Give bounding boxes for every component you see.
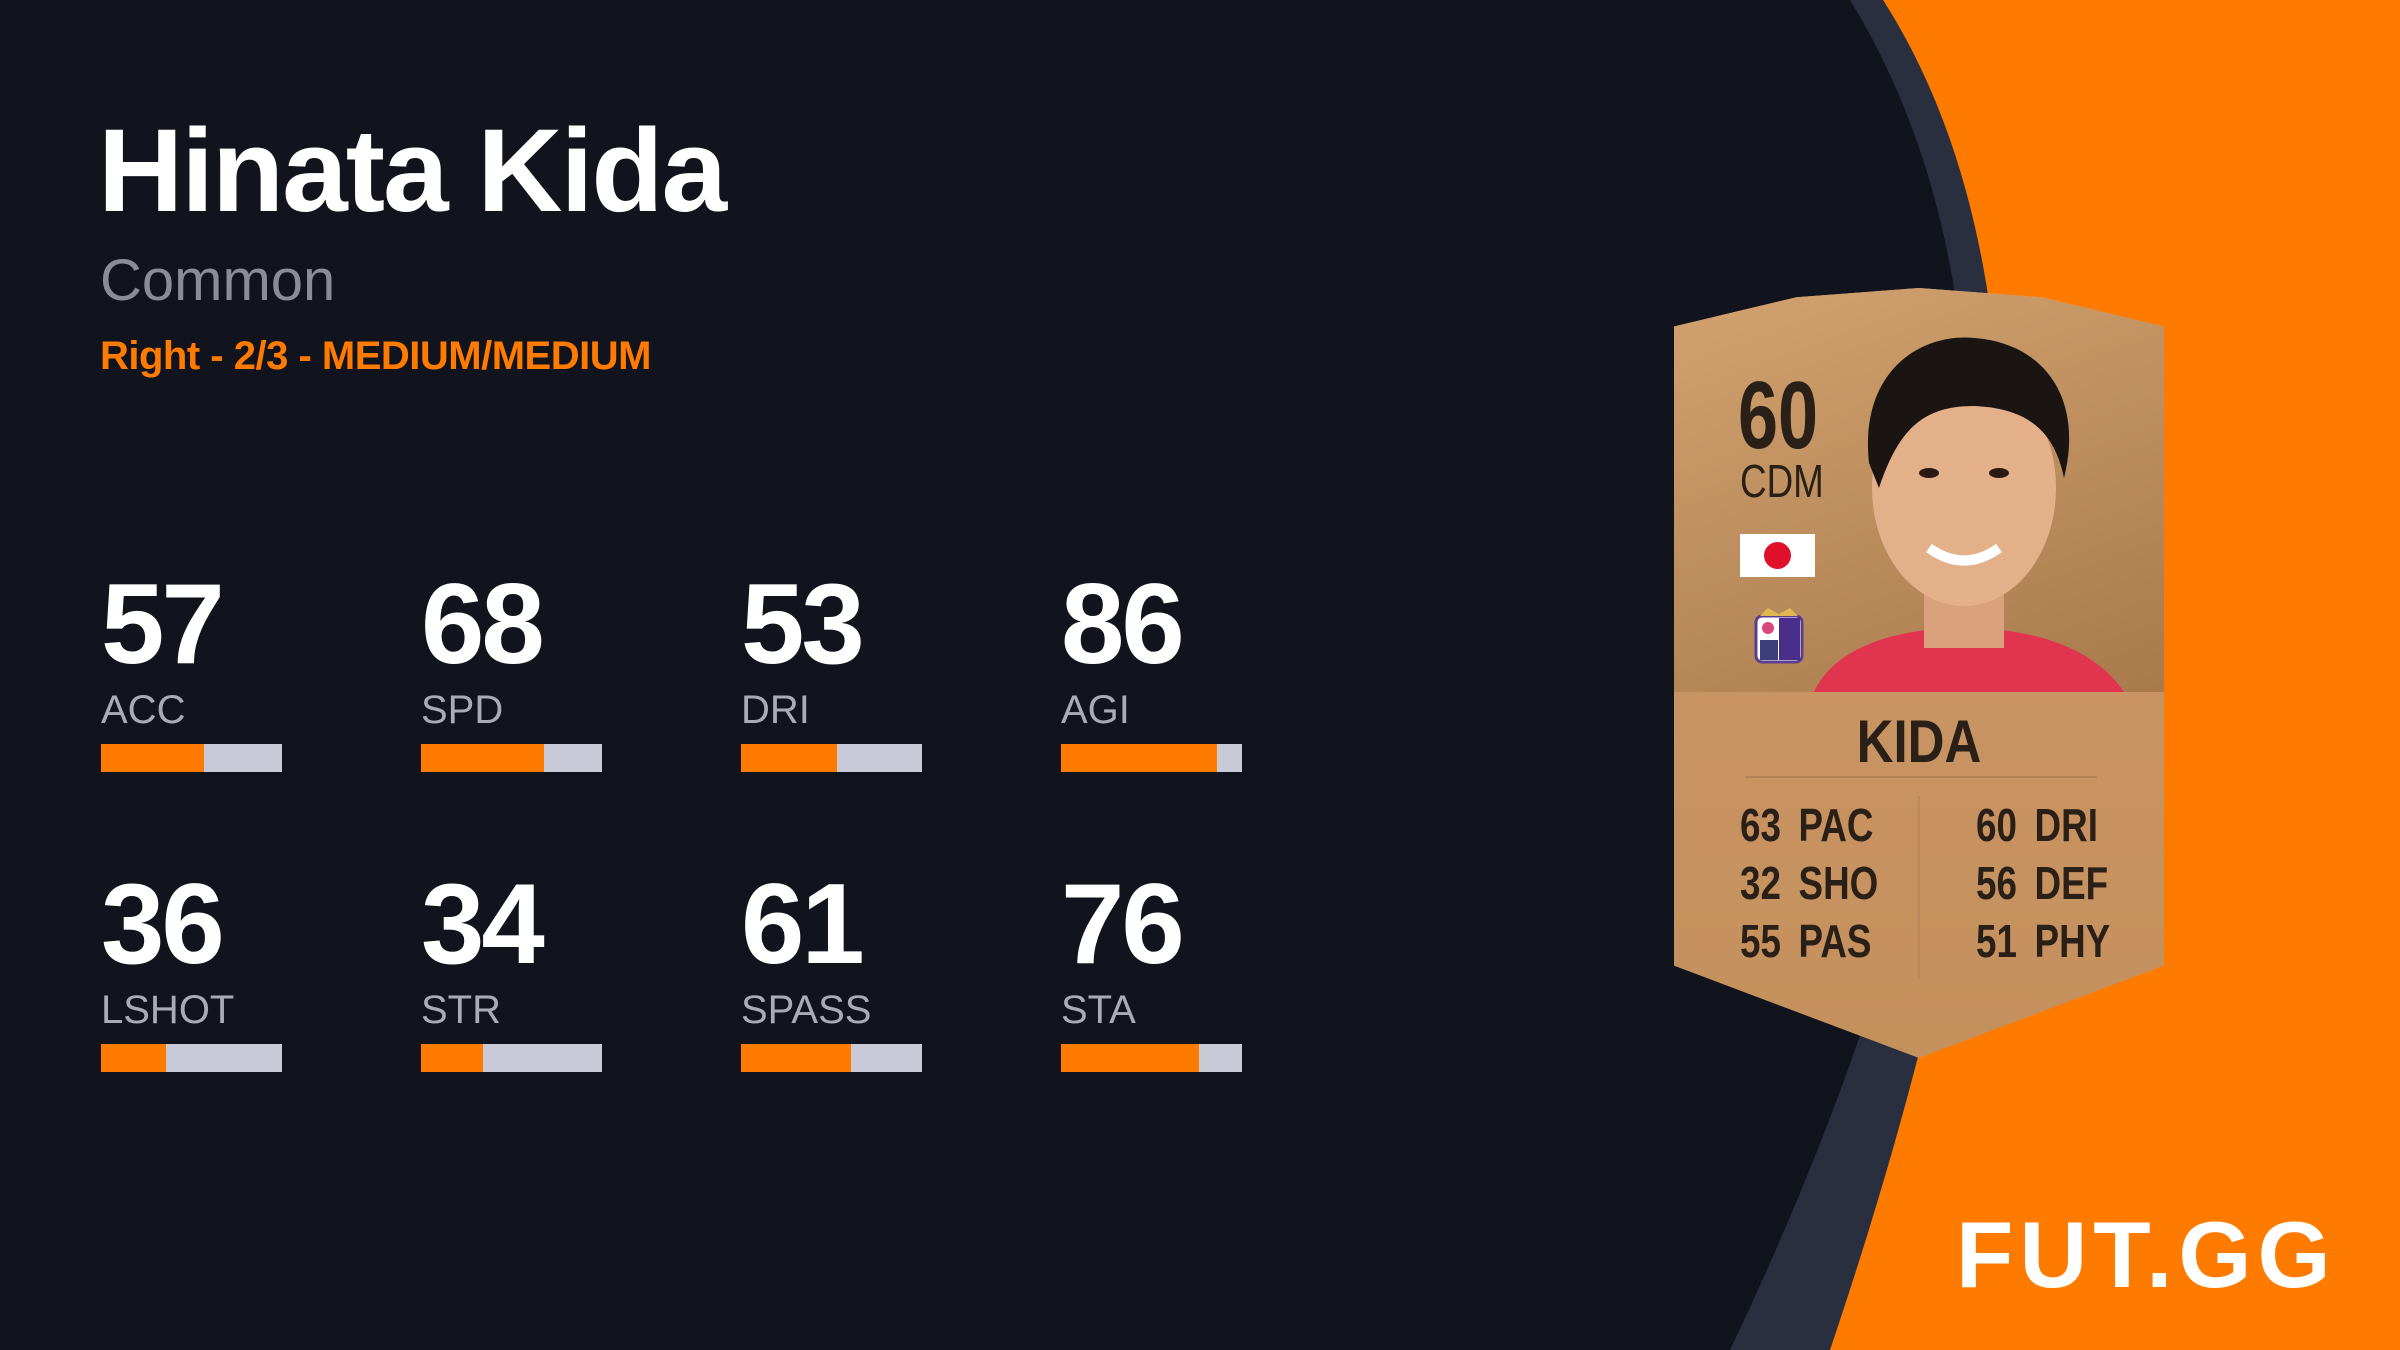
stat-str: 34 STR <box>421 868 602 1072</box>
stat-bar <box>101 744 282 772</box>
player-name: Hinata Kida <box>98 105 727 237</box>
stat-label: STA <box>1061 988 1136 1032</box>
stat-spd: 68 SPD <box>421 568 602 772</box>
card-stat-row: 56 DEF <box>1976 854 2128 912</box>
card-stat-row: 60 DRI <box>1976 796 2128 854</box>
stat-dri: 53 DRI <box>741 568 922 772</box>
card-position: CDM <box>1740 455 1824 507</box>
stat-value: 86 <box>1061 561 1185 688</box>
stat-label: AGI <box>1061 688 1130 732</box>
card-column-divider <box>1918 796 1920 978</box>
card-stat-label: PAS <box>1798 915 1872 967</box>
stat-sta: 76 STA <box>1061 868 1242 1072</box>
stat-bar-fill <box>421 1044 483 1072</box>
stat-bar <box>741 1044 922 1072</box>
card-stat-value: 32 <box>1740 857 1781 909</box>
stat-value: 34 <box>421 861 545 988</box>
stat-label: SPASS <box>741 988 872 1032</box>
japan-flag-icon <box>1740 534 1815 577</box>
card-stat-row: 55 PAS <box>1740 912 1896 970</box>
stat-value: 57 <box>101 561 225 688</box>
stat-bar-fill <box>741 1044 852 1072</box>
card-stat-label: PHY <box>2034 915 2111 967</box>
player-details: Right - 2/3 - MEDIUM/MEDIUM <box>100 334 651 378</box>
stat-bar <box>421 744 602 772</box>
stat-bar <box>741 744 922 772</box>
stat-bar-fill <box>1061 744 1217 772</box>
card-stat-label: SHO <box>1798 857 1879 909</box>
stat-label: SPD <box>421 688 504 732</box>
stat-bar-fill <box>1061 1044 1199 1072</box>
card-stat-row: 51 PHY <box>1976 912 2128 970</box>
stat-bar-fill <box>741 744 837 772</box>
club-crest-icon <box>1754 608 1804 664</box>
stat-bar <box>1061 744 1242 772</box>
stat-label: STR <box>421 988 501 1032</box>
stat-label: LSHOT <box>101 988 235 1032</box>
card-stat-value: 63 <box>1740 799 1781 851</box>
card-stat-row: 63 PAC <box>1740 796 1896 854</box>
stat-bar-fill <box>101 1044 167 1072</box>
card-stat-value: 55 <box>1740 915 1781 967</box>
card-stat-value: 51 <box>1976 915 2017 967</box>
player-portrait-icon <box>1814 337 2124 692</box>
card-stats-right: 60 DRI 56 DEF 51 PHY <box>1976 796 2164 970</box>
stat-bar-fill <box>421 744 545 772</box>
stat-agi: 86 AGI <box>1061 568 1242 772</box>
card-stat-value: 60 <box>1976 799 2017 851</box>
stat-value: 36 <box>101 861 225 988</box>
card-divider <box>1745 776 2097 778</box>
stat-value: 68 <box>421 561 545 688</box>
card-player-name: KIDA <box>1856 708 1982 775</box>
player-card: 60 CDM KIDA 63 PAC 32 SHO 55 PAS 60 DRI 56 DE… <box>1674 288 2164 1058</box>
stat-bar <box>101 1044 282 1072</box>
card-rating: 60 <box>1738 362 1819 469</box>
stat-acc: 57 ACC <box>101 568 282 772</box>
stat-spass: 61 SPASS <box>741 868 922 1072</box>
card-stat-label: PAC <box>1798 799 1874 851</box>
player-rarity: Common <box>100 248 336 313</box>
stat-label: DRI <box>741 688 810 732</box>
stat-lshot: 36 LSHOT <box>101 868 282 1072</box>
card-stat-label: DRI <box>2034 799 2098 851</box>
card-stat-row: 32 SHO <box>1740 854 1896 912</box>
stat-bar <box>421 1044 602 1072</box>
card-stats-left: 63 PAC 32 SHO 55 PAS <box>1740 796 1935 970</box>
stat-value: 53 <box>741 561 865 688</box>
stat-value: 76 <box>1061 861 1185 988</box>
futgg-logo: FUT.GG <box>1956 1202 2337 1307</box>
stat-value: 61 <box>741 861 865 988</box>
stat-bar <box>1061 1044 1242 1072</box>
card-stat-label: DEF <box>2034 857 2109 909</box>
stat-label: ACC <box>101 688 186 732</box>
card-stat-value: 56 <box>1976 857 2017 909</box>
stat-bar-fill <box>101 744 205 772</box>
